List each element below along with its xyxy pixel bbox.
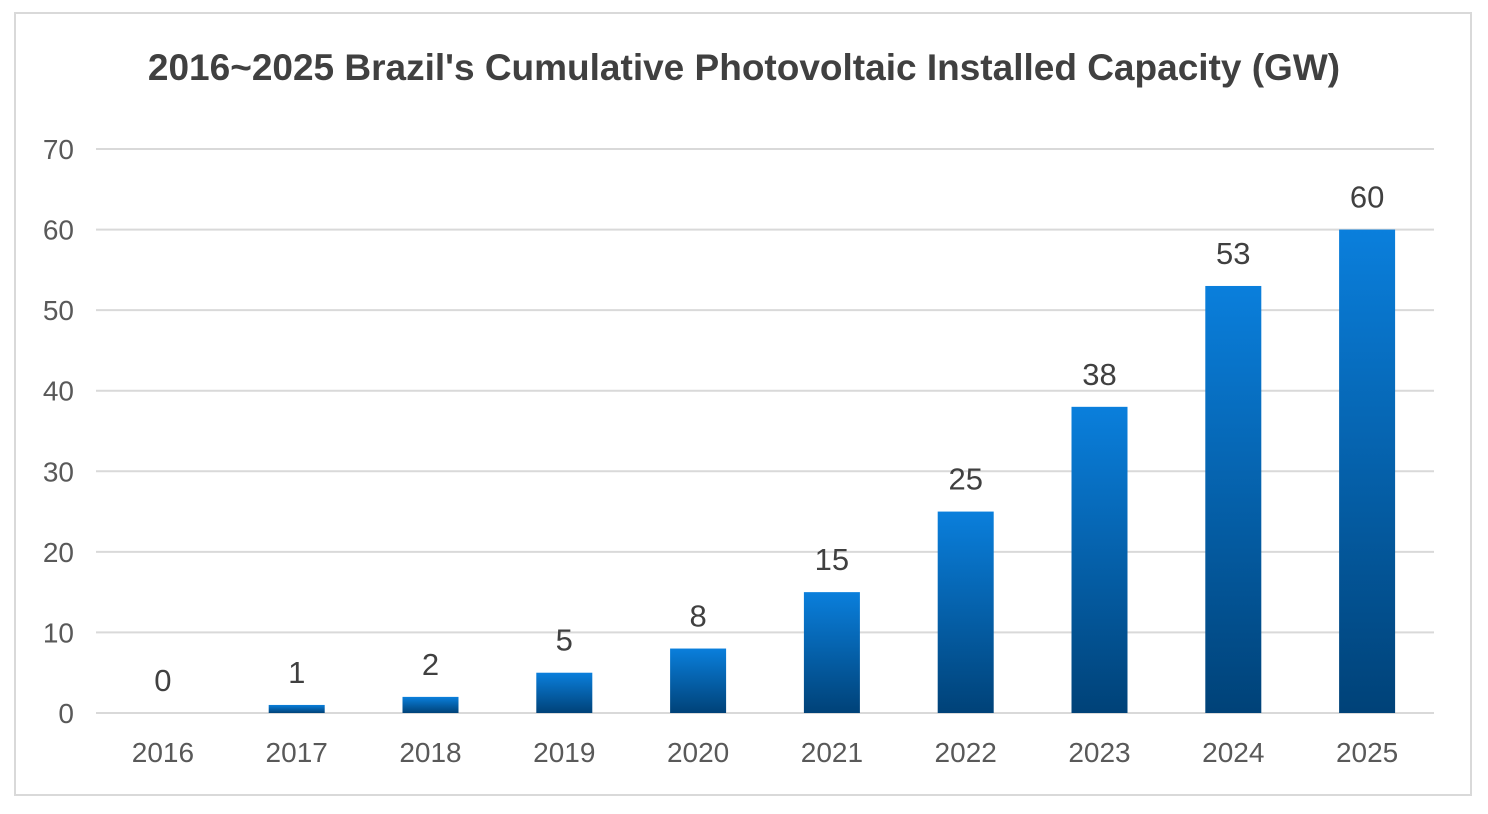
data-label-2016: 0 bbox=[154, 663, 171, 698]
x-tick-label-2021: 2021 bbox=[801, 737, 863, 768]
x-axis: 2016 2017 2018 2019 2020 2021 2022 2023 2024 2025 bbox=[132, 737, 1398, 768]
data-label-2019: 5 bbox=[556, 623, 573, 658]
data-label-2018: 2 bbox=[422, 647, 439, 682]
y-tick-label: 40 bbox=[43, 376, 74, 407]
data-label-2020: 8 bbox=[689, 599, 706, 634]
bar-2018 bbox=[402, 696, 459, 713]
x-tick-label-2019: 2019 bbox=[533, 737, 595, 768]
data-label-2025: 60 bbox=[1350, 180, 1384, 215]
x-tick-label-2022: 2022 bbox=[935, 737, 997, 768]
bar-2024 bbox=[1205, 285, 1262, 713]
x-tick-label-2020: 2020 bbox=[667, 737, 729, 768]
y-tick-label: 30 bbox=[43, 456, 74, 487]
x-tick-label-2018: 2018 bbox=[399, 737, 461, 768]
bar-2020 bbox=[670, 648, 727, 713]
x-tick-label-2025: 2025 bbox=[1336, 737, 1398, 768]
x-tick-label-2023: 2023 bbox=[1068, 737, 1130, 768]
y-tick-label: 70 bbox=[43, 134, 74, 165]
y-tick-label: 10 bbox=[43, 617, 74, 648]
bar-2023 bbox=[1071, 406, 1128, 713]
y-tick-label: 20 bbox=[43, 537, 74, 568]
bar-2021 bbox=[803, 592, 860, 713]
y-tick-label: 60 bbox=[43, 215, 74, 246]
bars bbox=[268, 229, 1396, 714]
x-tick-label-2016: 2016 bbox=[132, 737, 194, 768]
chart-title: 2016~2025 Brazil's Cumulative Photovolta… bbox=[147, 47, 1341, 88]
bar-2022 bbox=[937, 511, 994, 713]
data-label-2022: 25 bbox=[948, 462, 982, 497]
data-label-2017: 1 bbox=[288, 655, 305, 690]
data-label-2024: 53 bbox=[1216, 236, 1250, 271]
x-tick-label-2017: 2017 bbox=[266, 737, 328, 768]
y-tick-label: 0 bbox=[58, 698, 74, 729]
bar-2017 bbox=[268, 704, 325, 713]
data-label-2021: 15 bbox=[815, 542, 849, 577]
y-tick-label: 50 bbox=[43, 295, 74, 326]
x-tick-label-2024: 2024 bbox=[1202, 737, 1264, 768]
bar-2019 bbox=[536, 672, 593, 713]
data-label-2023: 38 bbox=[1082, 357, 1116, 392]
bar-2025 bbox=[1339, 229, 1396, 714]
y-axis: 0 10 20 30 40 50 60 70 bbox=[43, 134, 74, 729]
